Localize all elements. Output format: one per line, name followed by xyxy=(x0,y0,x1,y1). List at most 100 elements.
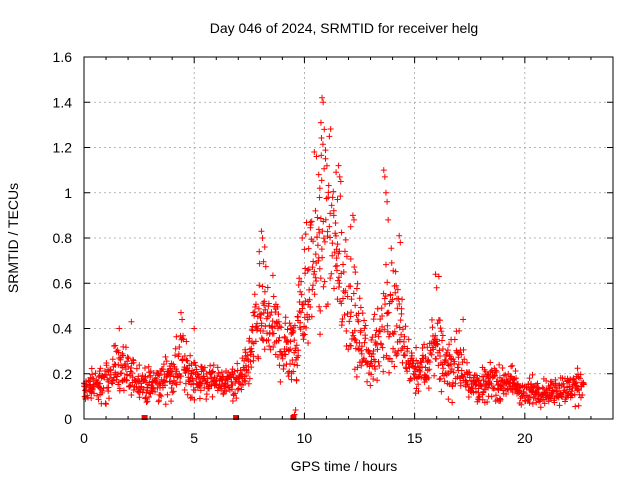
data-point xyxy=(398,310,405,317)
data-point xyxy=(330,207,337,214)
data-point xyxy=(128,369,135,376)
data-point xyxy=(97,365,104,372)
data-point xyxy=(115,379,122,386)
data-point xyxy=(184,391,191,398)
data-point xyxy=(445,396,452,403)
data-point xyxy=(136,362,143,369)
data-point xyxy=(89,371,96,378)
data-point xyxy=(424,344,431,351)
data-point xyxy=(534,380,541,387)
data-point xyxy=(381,326,388,333)
data-point xyxy=(125,363,132,370)
data-point xyxy=(279,355,286,362)
data-point xyxy=(368,336,375,343)
data-point xyxy=(340,268,347,275)
data-point xyxy=(356,339,363,346)
data-point xyxy=(248,364,255,371)
data-point xyxy=(262,306,269,313)
data-point xyxy=(426,359,433,366)
data-point xyxy=(518,401,525,408)
data-point xyxy=(339,295,346,302)
data-point xyxy=(177,309,184,316)
data-point xyxy=(248,348,255,355)
data-point xyxy=(313,278,320,285)
data-point xyxy=(184,357,191,364)
data-point xyxy=(297,309,304,316)
data-point xyxy=(312,251,319,258)
data-point xyxy=(361,339,368,346)
data-point xyxy=(110,377,117,384)
data-point xyxy=(325,182,332,189)
data-point xyxy=(480,373,487,380)
data-point xyxy=(527,393,534,400)
data-point xyxy=(401,343,408,350)
plot-frame xyxy=(83,56,614,420)
data-point xyxy=(309,286,316,293)
data-point xyxy=(361,317,368,324)
x-tick-label: 10 xyxy=(297,430,313,446)
data-point xyxy=(315,171,322,178)
data-point xyxy=(556,402,563,409)
data-point xyxy=(153,377,160,384)
data-point xyxy=(342,287,349,294)
data-point xyxy=(447,361,454,368)
data-point xyxy=(369,334,376,341)
data-point xyxy=(484,398,491,405)
data-point xyxy=(327,125,334,132)
data-point xyxy=(248,345,255,352)
data-point xyxy=(282,351,289,358)
data-point xyxy=(180,336,187,343)
data-point xyxy=(352,337,359,343)
data-point xyxy=(333,232,340,239)
gap-marker xyxy=(141,415,148,420)
data-point xyxy=(276,362,283,369)
data-point xyxy=(233,395,240,402)
data-point xyxy=(103,401,110,408)
data-point xyxy=(425,385,432,392)
data-point xyxy=(574,365,581,372)
data-point xyxy=(322,147,329,154)
data-point xyxy=(389,296,396,303)
data-point xyxy=(106,375,113,382)
data-point xyxy=(366,350,373,357)
data-point xyxy=(260,327,267,334)
data-point xyxy=(299,235,306,241)
data-point xyxy=(350,332,357,339)
data-point xyxy=(352,269,359,276)
data-point xyxy=(112,342,119,349)
data-point xyxy=(288,376,295,383)
data-point xyxy=(384,279,391,286)
data-point xyxy=(191,359,198,366)
data-point xyxy=(327,234,334,241)
data-point xyxy=(129,356,136,363)
data-point xyxy=(543,377,550,384)
data-point xyxy=(431,372,438,379)
data-point xyxy=(349,212,356,219)
data-point xyxy=(337,193,344,200)
data-point xyxy=(125,355,132,362)
data-point xyxy=(513,375,520,382)
data-point xyxy=(425,374,432,381)
chart-title: Day 046 of 2024, SRMTID for receiver hel… xyxy=(210,20,478,36)
data-point xyxy=(437,353,444,360)
data-point xyxy=(144,398,151,405)
data-point xyxy=(403,365,410,372)
data-point xyxy=(99,387,106,394)
y-axis-label: SRMTID / TECUs xyxy=(5,183,21,293)
data-point xyxy=(320,283,327,290)
data-point xyxy=(100,385,107,392)
data-point xyxy=(179,356,186,363)
data-point xyxy=(462,377,469,384)
data-point xyxy=(277,378,284,385)
data-point xyxy=(374,305,381,312)
data-point xyxy=(415,381,422,388)
data-point xyxy=(397,239,404,246)
data-point xyxy=(388,245,395,252)
data-point xyxy=(461,356,468,363)
data-point xyxy=(178,373,185,380)
data-point xyxy=(278,324,285,331)
data-point xyxy=(456,327,463,334)
data-point xyxy=(396,232,403,239)
data-point xyxy=(106,395,113,402)
data-point xyxy=(333,169,340,176)
